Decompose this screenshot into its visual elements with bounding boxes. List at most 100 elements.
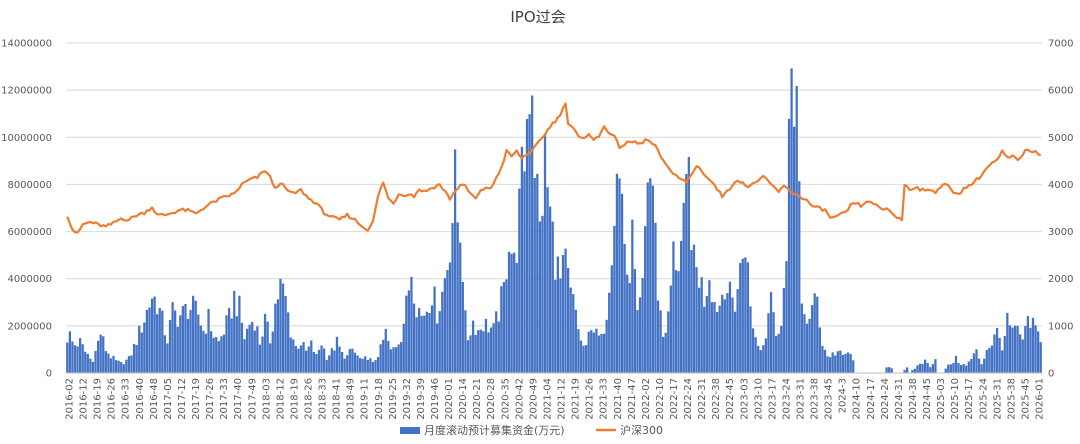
bar <box>184 303 187 373</box>
x-tick-label: 2018-33 <box>318 378 329 420</box>
bar <box>680 240 683 373</box>
bar <box>415 317 418 373</box>
bar <box>505 279 508 373</box>
bar <box>94 350 97 373</box>
bar <box>983 358 986 373</box>
bar <box>477 330 480 373</box>
bar <box>631 219 634 373</box>
bar <box>808 318 811 373</box>
bar <box>651 185 655 373</box>
bar <box>240 322 244 373</box>
bar <box>507 251 511 373</box>
bar <box>977 358 981 373</box>
bar <box>425 311 428 373</box>
bar <box>1037 331 1040 373</box>
bar <box>1034 325 1037 373</box>
x-tick-label: 2022-38 <box>711 378 722 420</box>
x-tick-label: 2016-48 <box>149 378 160 420</box>
bar <box>86 353 89 373</box>
bar <box>194 300 197 373</box>
bar <box>307 346 310 373</box>
bar <box>715 312 719 373</box>
bar <box>68 331 71 373</box>
x-tick-label: 2025-03 <box>936 378 947 420</box>
bar <box>713 301 716 373</box>
bar <box>179 315 182 373</box>
bar <box>828 357 832 373</box>
bar <box>590 330 593 373</box>
bar <box>911 370 914 373</box>
x-tick-label: 2021-26 <box>585 378 596 420</box>
bar <box>780 325 783 373</box>
bar <box>261 336 264 373</box>
bar <box>584 345 588 373</box>
bar <box>762 345 765 373</box>
bar <box>703 306 706 373</box>
x-tick-label: 2022-02 <box>641 378 652 420</box>
bar <box>438 311 441 373</box>
bar <box>400 342 403 373</box>
x-tick-label: 2016-19 <box>93 378 104 420</box>
y-left-tick-label: 8000000 <box>7 180 52 191</box>
bar <box>831 352 834 373</box>
bar <box>533 177 536 373</box>
bar <box>443 278 446 373</box>
x-tick-label: 2019-32 <box>402 378 413 420</box>
bar <box>376 357 380 373</box>
bar <box>379 344 382 373</box>
bar <box>556 256 559 373</box>
bar <box>1008 325 1012 373</box>
bar <box>78 338 82 373</box>
bar <box>659 310 662 373</box>
bar <box>461 281 464 373</box>
bar <box>739 263 742 373</box>
bar <box>1031 317 1035 373</box>
bar <box>602 333 606 373</box>
bar <box>73 345 77 373</box>
bar <box>841 354 845 373</box>
bar <box>456 222 459 373</box>
bar <box>248 324 251 373</box>
bar <box>138 325 141 373</box>
bar <box>577 329 580 373</box>
bar <box>962 364 965 373</box>
bar <box>836 351 839 373</box>
bar <box>497 321 500 373</box>
bar <box>117 360 120 373</box>
bar <box>114 360 118 373</box>
x-tick-label: 2020-42 <box>514 378 525 420</box>
bar <box>430 305 434 373</box>
bar <box>433 286 436 373</box>
bar <box>197 314 200 373</box>
bar <box>412 303 416 373</box>
bar <box>394 347 398 373</box>
bar <box>71 341 74 373</box>
bar <box>423 315 426 373</box>
bar <box>263 313 267 373</box>
bar <box>615 173 619 373</box>
bar <box>233 290 236 373</box>
bar <box>402 323 405 373</box>
bar <box>818 327 821 373</box>
bar <box>99 334 102 373</box>
bar <box>633 269 637 373</box>
bar <box>626 274 629 373</box>
bar <box>746 262 750 373</box>
x-tick-label: 2024-38 <box>908 378 919 420</box>
bar <box>1001 350 1004 373</box>
bar <box>156 314 159 373</box>
bar <box>310 340 313 373</box>
bar <box>579 340 583 373</box>
bar <box>130 355 133 373</box>
bar <box>620 193 624 373</box>
bar <box>513 252 516 373</box>
bar <box>112 355 115 373</box>
bar <box>335 336 339 373</box>
bar <box>795 86 798 373</box>
bar <box>366 359 369 373</box>
x-tick-label: 2021-47 <box>627 378 638 420</box>
bar <box>199 325 202 373</box>
bar <box>541 215 544 373</box>
bar <box>389 349 393 373</box>
bar <box>176 326 179 373</box>
